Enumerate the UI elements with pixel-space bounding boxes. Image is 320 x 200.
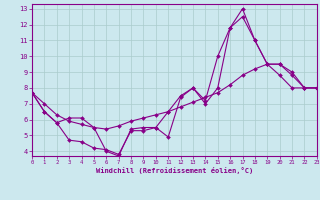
X-axis label: Windchill (Refroidissement éolien,°C): Windchill (Refroidissement éolien,°C)	[96, 167, 253, 174]
